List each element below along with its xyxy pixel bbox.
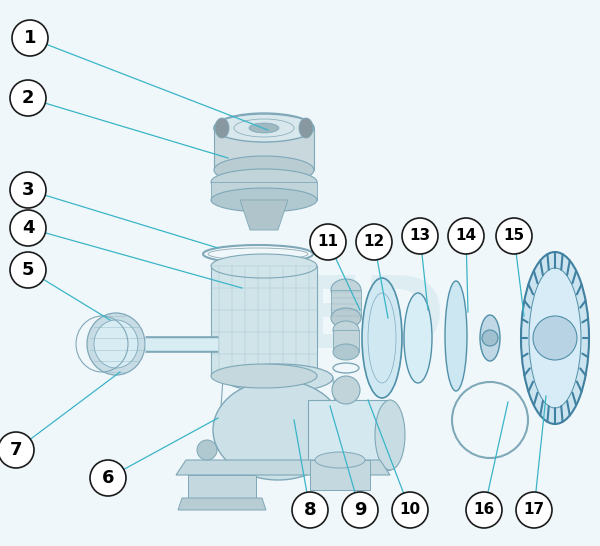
Ellipse shape [249,123,279,133]
Circle shape [482,330,498,346]
Polygon shape [178,498,266,510]
Text: 8: 8 [304,501,316,519]
Ellipse shape [211,364,317,388]
Polygon shape [333,330,359,352]
Text: 4: 4 [22,219,34,237]
Polygon shape [240,200,288,230]
Circle shape [516,492,552,528]
Circle shape [197,440,217,460]
Ellipse shape [215,118,229,138]
Ellipse shape [480,315,500,361]
Circle shape [10,80,46,116]
Ellipse shape [94,320,138,368]
Ellipse shape [315,452,365,468]
Ellipse shape [211,188,317,212]
Polygon shape [331,290,361,318]
Text: 10: 10 [400,502,421,518]
Ellipse shape [375,400,405,470]
Ellipse shape [445,281,467,391]
Ellipse shape [214,113,314,143]
Ellipse shape [362,278,402,398]
Ellipse shape [521,252,589,424]
Text: 15: 15 [503,228,524,244]
Text: 13: 13 [409,228,431,244]
Circle shape [402,218,438,254]
Text: 1: 1 [24,29,36,47]
Text: ED: ED [295,271,446,369]
Ellipse shape [87,313,145,375]
Text: 3: 3 [22,181,34,199]
Ellipse shape [331,308,361,328]
Ellipse shape [332,376,360,404]
Ellipse shape [299,118,313,138]
Text: 5: 5 [22,261,34,279]
Circle shape [10,172,46,208]
Text: 14: 14 [455,228,476,244]
Polygon shape [211,266,317,376]
Circle shape [292,492,328,528]
Ellipse shape [333,344,359,360]
Circle shape [356,224,392,260]
Ellipse shape [331,279,361,301]
Circle shape [533,316,577,360]
Polygon shape [176,460,390,475]
Ellipse shape [214,114,314,142]
Text: 16: 16 [473,502,494,518]
Ellipse shape [404,293,432,383]
Text: 17: 17 [523,502,545,518]
Polygon shape [310,460,370,490]
Ellipse shape [211,254,317,278]
Polygon shape [308,400,390,470]
Text: 9: 9 [354,501,366,519]
Ellipse shape [211,169,317,195]
Text: 11: 11 [317,234,338,250]
Circle shape [310,224,346,260]
Circle shape [496,218,532,254]
Polygon shape [211,182,317,200]
Ellipse shape [333,321,359,339]
Circle shape [0,432,34,468]
Text: 12: 12 [364,234,385,250]
Text: 6: 6 [102,469,114,487]
Circle shape [10,252,46,288]
Circle shape [466,492,502,528]
Polygon shape [214,128,314,170]
Circle shape [90,460,126,496]
Circle shape [12,20,48,56]
Circle shape [448,218,484,254]
Circle shape [342,492,378,528]
Circle shape [392,492,428,528]
Ellipse shape [213,380,343,480]
Circle shape [10,210,46,246]
Ellipse shape [214,156,314,184]
Text: 7: 7 [10,441,22,459]
Ellipse shape [223,364,333,392]
Polygon shape [188,475,256,500]
Text: 2: 2 [22,89,34,107]
Ellipse shape [529,268,581,408]
